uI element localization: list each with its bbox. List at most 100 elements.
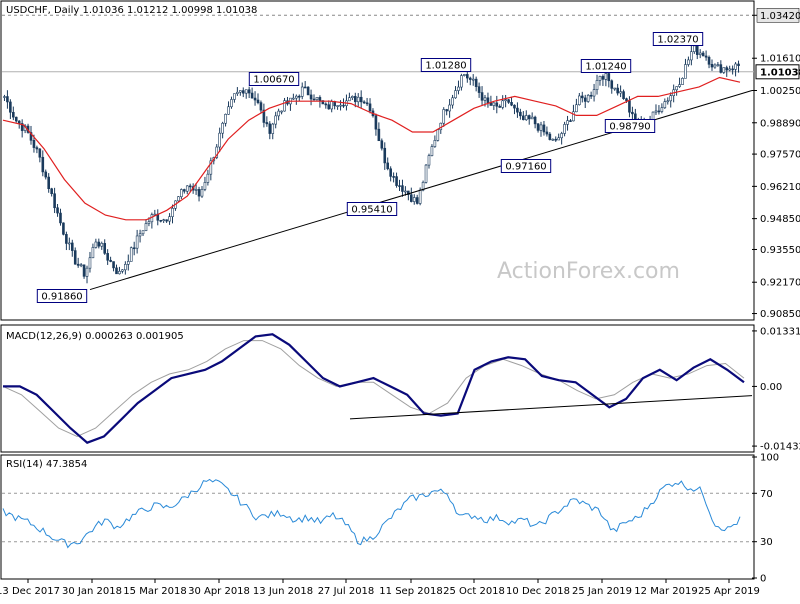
candle-body [695,45,699,55]
candle-body [595,80,599,90]
candle-body [451,97,454,106]
candle-body [454,90,457,99]
candle-body [20,123,24,131]
candle-body [580,95,584,99]
price-annotations: 0.91860 1.00670 0.95410 1.01280 0.97160 1.012… [36,32,704,303]
price-tick-label: 0.96210 [760,182,800,193]
macd-signal-line [2,340,745,437]
macd-y-axis: 0.013319 0.00 -0.014323 [752,326,800,453]
candle-body [409,194,413,202]
macd-tick-label: 0.00 [760,382,782,393]
candle-body [183,189,186,192]
candle-body [73,250,77,265]
candle-body [185,185,189,192]
candle-body [660,107,664,112]
candle-body [601,76,605,80]
candle-body [68,242,71,245]
candle-body [209,160,213,175]
candle-body [188,185,192,188]
price-tick-label: 0.97570 [760,150,800,161]
candle-body [551,138,555,141]
annotation-label: 0.95410 [351,205,392,216]
candle-body [162,219,165,222]
x-tick-label: 25 Apr 2019 [698,586,760,597]
candle-body [666,100,670,103]
candle-body [274,115,277,125]
candle-body [6,96,9,103]
candle-body [563,124,566,134]
candle-body [342,104,345,107]
candle-body [44,171,48,178]
candle-body [675,86,678,91]
candle-body [625,98,628,102]
annotation-label: 1.00670 [253,75,294,86]
candle-body [153,213,157,216]
candle-body [418,189,422,204]
annotation-label: 0.97160 [505,162,546,173]
annotation-label-box [604,119,656,133]
candle-body [477,86,481,93]
x-tick-label: 12 Mar 2019 [634,586,697,597]
candle-body [415,197,419,204]
candle-body [368,103,372,112]
annotation-label-box [346,202,398,216]
macd-panel-frame [0,324,755,453]
candle-body [510,102,513,106]
candle-body [59,212,62,224]
candle-body [631,111,634,115]
candle-body [530,116,534,120]
candle-body [271,123,275,134]
candle-body [445,109,448,112]
candle-body [197,189,201,197]
candle-body [327,104,331,110]
annotation-label: 1.02370 [657,35,698,46]
candle-body [124,264,127,271]
candle-body [693,45,696,52]
rsi-line [2,478,741,549]
candle-body [457,86,460,91]
candle-body [41,156,45,173]
candle-body [268,123,272,134]
candle-body [253,97,257,101]
candle-body [79,264,83,267]
candle-body [616,87,619,94]
candle-body [336,105,339,107]
candle-body [501,100,504,108]
candle-body [474,78,478,87]
candle-body [126,261,130,265]
candle-body [94,241,98,248]
candle-body [147,221,151,224]
price-tick-label: 0.94850 [760,214,800,225]
candle-body [607,73,611,82]
candle-body [103,243,107,254]
candle-body [303,86,307,89]
candle-body [351,96,354,98]
candle-body [324,103,328,106]
candle-body [91,247,95,259]
x-axis: 13 Dec 2017 30 Jan 2018 15 Mar 2018 30 Apr … [0,579,760,597]
candle-body [728,68,731,71]
candle-body [701,52,705,57]
candle-body [88,257,92,269]
annotation-label-box [36,289,88,303]
candle-body [592,89,596,97]
candle-body [106,253,109,261]
candle-body [533,116,537,125]
candle-body [383,147,387,164]
candle-body [300,86,304,97]
candle-body [448,104,451,112]
candle-body [421,181,425,191]
annotation-label: 0.98790 [609,122,650,133]
candle-body [262,109,266,123]
candle-body [194,189,198,191]
candle-body [557,137,560,141]
candle-body [380,140,384,149]
annotation-label-box [420,58,472,72]
candle-body [698,52,702,55]
candle-body [690,51,693,61]
rsi-panel-title: RSI(14) 47.3854 [6,459,87,470]
rsi-tick-label: 100 [760,453,779,464]
candle-body [206,173,210,183]
candle-body [554,138,558,141]
candle-body [483,97,487,101]
